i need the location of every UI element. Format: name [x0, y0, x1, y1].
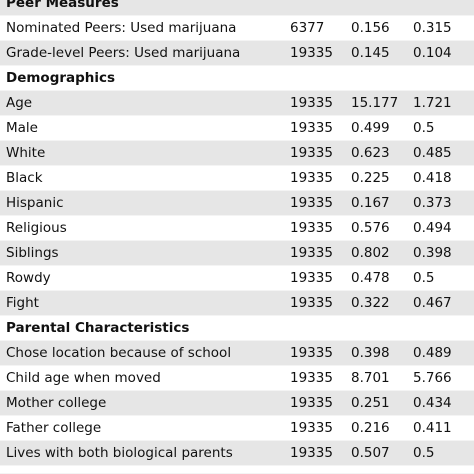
row-mean: 0.216: [351, 420, 390, 436]
row-mean: 0.225: [351, 170, 390, 186]
row-mean: 0.398: [351, 345, 390, 361]
row-mean: 0.576: [351, 220, 390, 236]
row-label: Child age when moved: [6, 370, 161, 386]
table-row: White 19335 0.623 0.485: [0, 141, 474, 166]
row-n: 19335: [290, 420, 333, 436]
row-sd: 0.398: [413, 245, 452, 261]
row-label: Mother college: [6, 395, 107, 411]
section-header-peer-measures: Peer Measures: [0, 0, 474, 16]
row-sd: 0.467: [413, 295, 452, 311]
row-mean: 0.499: [351, 120, 390, 136]
row-n: 19335: [290, 370, 333, 386]
row-mean: 15.177: [351, 95, 399, 111]
row-label: Male: [6, 120, 38, 136]
section-header-parental-characteristics: Parental Characteristics: [0, 316, 474, 341]
table-row: Nominated Peers: Used marijuana 6377 0.1…: [0, 16, 474, 41]
row-sd: 0.104: [413, 45, 452, 61]
section-header-demographics: Demographics: [0, 66, 474, 91]
table-row: Hispanic 19335 0.167 0.373: [0, 191, 474, 216]
row-mean: 0.251: [351, 395, 390, 411]
row-sd: 0.315: [413, 20, 452, 36]
row-n: 19335: [290, 220, 333, 236]
row-mean: 0.623: [351, 145, 390, 161]
row-sd: 0.485: [413, 145, 452, 161]
table-row: Religious 19335 0.576 0.494: [0, 216, 474, 241]
row-sd: 0.434: [413, 395, 452, 411]
row-n: 19335: [290, 270, 333, 286]
table-row: Father college 19335 0.216 0.411: [0, 416, 474, 441]
row-n: 19335: [290, 295, 333, 311]
row-mean: 0.167: [351, 195, 390, 211]
row-sd: 0.5: [413, 120, 435, 136]
row-mean: 0.802: [351, 245, 390, 261]
row-sd: 0.489: [413, 345, 452, 361]
row-sd: 5.766: [413, 370, 452, 386]
row-sd: 1.721: [413, 95, 452, 111]
row-n: 19335: [290, 195, 333, 211]
row-label: Siblings: [6, 245, 59, 261]
row-n: 19335: [290, 445, 333, 461]
row-label: Fight: [6, 295, 39, 311]
row-label: White: [6, 145, 46, 161]
row-n: 19335: [290, 395, 333, 411]
row-label: Black: [6, 170, 43, 186]
table-row: Male 19335 0.499 0.5: [0, 116, 474, 141]
row-n: 19335: [290, 145, 333, 161]
row-mean: 0.145: [351, 45, 390, 61]
row-mean: 0.507: [351, 445, 390, 461]
table-row: Child age when moved 19335 8.701 5.766: [0, 366, 474, 391]
row-n: 19335: [290, 245, 333, 261]
row-sd: 0.494: [413, 220, 452, 236]
row-mean: 0.322: [351, 295, 390, 311]
row-n: 19335: [290, 345, 333, 361]
table-row: Grade-level Peers: Used marijuana 19335 …: [0, 41, 474, 66]
row-label: Chose location because of school: [6, 345, 232, 361]
table-row: Chose location because of school 19335 0…: [0, 341, 474, 366]
section-header-label: Demographics: [6, 70, 116, 86]
row-sd: 0.5: [413, 270, 435, 286]
row-n: 19335: [290, 95, 333, 111]
row-mean: 8.701: [351, 370, 390, 386]
row-sd: 0.373: [413, 195, 452, 211]
table-row: Rowdy 19335 0.478 0.5: [0, 266, 474, 291]
row-label: Nominated Peers: Used marijuana: [6, 20, 237, 36]
table-row: Black 19335 0.225 0.418: [0, 166, 474, 191]
row-label: Religious: [6, 220, 67, 236]
row-mean: 0.478: [351, 270, 390, 286]
row-label: Father college: [6, 420, 102, 436]
row-label: Grade-level Peers: Used marijuana: [6, 45, 241, 61]
row-mean: 0.156: [351, 20, 390, 36]
section-header-label: Parental Characteristics: [6, 320, 190, 336]
table-row: Age 19335 15.177 1.721: [0, 91, 474, 116]
row-n: 6377: [290, 20, 325, 36]
row-sd: 0.418: [413, 170, 452, 186]
table-row: Fight 19335 0.322 0.467: [0, 291, 474, 316]
row-label: Lives with both biological parents: [6, 445, 233, 461]
row-n: 19335: [290, 45, 333, 61]
row-sd: 0.5: [413, 445, 435, 461]
table-row: Mother college 19335 0.251 0.434: [0, 391, 474, 416]
row-sd: 0.411: [413, 420, 452, 436]
table-row: Siblings 19335 0.802 0.398: [0, 241, 474, 266]
section-header-label: Peer Measures: [6, 0, 119, 11]
row-n: 19335: [290, 170, 333, 186]
row-n: 19335: [290, 120, 333, 136]
row-label: Rowdy: [6, 270, 51, 286]
row-label: Age: [6, 95, 33, 111]
table-row: Lives with both biological parents 19335…: [0, 441, 474, 466]
row-label: Hispanic: [6, 195, 64, 211]
table-row-cutoff: [0, 466, 474, 474]
